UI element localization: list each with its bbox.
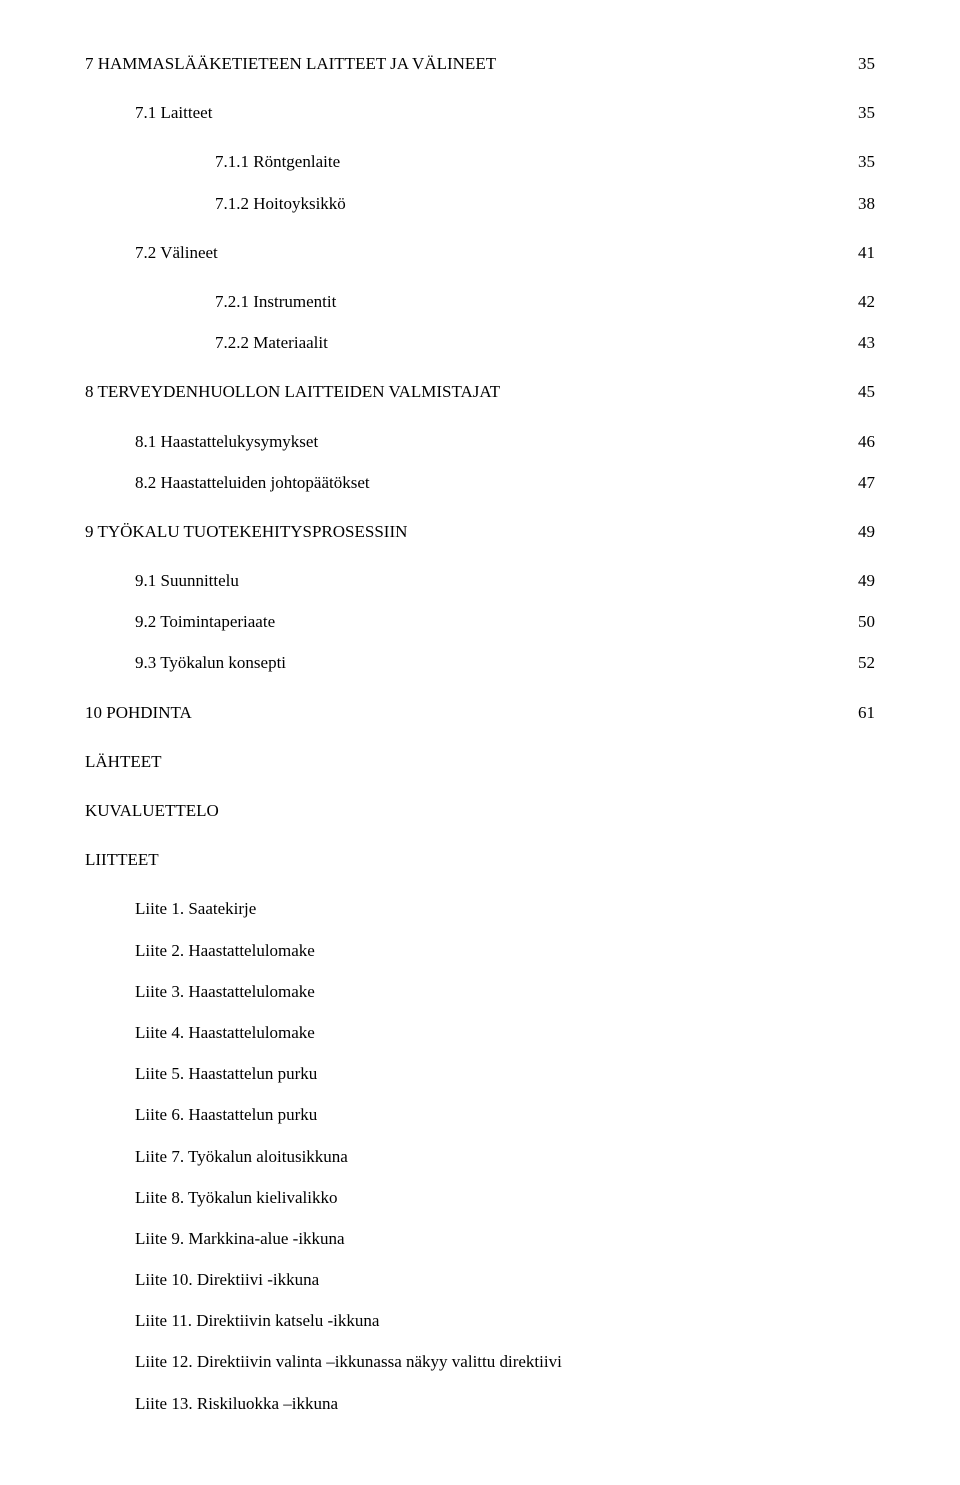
- toc-label: 7.1.1 Röntgenlaite: [215, 148, 825, 175]
- toc-page-number: 35: [845, 50, 875, 77]
- toc-label: 7 HAMMASLÄÄKETIETEEN LAITTEET JA VÄLINEE…: [85, 50, 825, 77]
- toc-page-number: 35: [845, 99, 875, 126]
- toc-page-number: 49: [845, 567, 875, 594]
- toc-row: 9.2 Toimintaperiaate 50: [85, 608, 875, 635]
- appendix-item: Liite 3. Haastattelulomake: [85, 978, 875, 1005]
- toc-page-number: 43: [845, 329, 875, 356]
- toc-label: 7.2 Välineet: [135, 239, 825, 266]
- section-heading: LÄHTEET: [85, 748, 875, 775]
- toc-row: 7.1 Laitteet 35: [85, 99, 875, 126]
- toc-row: 10 POHDINTA 61: [85, 699, 875, 726]
- appendix-list: Liite 1. Saatekirje Liite 2. Haastattelul…: [85, 895, 875, 1416]
- toc-page-number: 41: [845, 239, 875, 266]
- toc-label: 9 TYÖKALU TUOTEKEHITYSPROSESSIIN: [85, 518, 825, 545]
- appendix-item: Liite 10. Direktiivi -ikkuna: [85, 1266, 875, 1293]
- toc-row: 9.1 Suunnittelu 49: [85, 567, 875, 594]
- appendix-item: Liite 1. Saatekirje: [85, 895, 875, 922]
- toc-row: 8 TERVEYDENHUOLLON LAITTEIDEN VALMISTAJA…: [85, 378, 875, 405]
- toc-label: 9.3 Työkalun konsepti: [135, 649, 825, 676]
- toc-page-number: 38: [845, 190, 875, 217]
- toc-row: 7.2.2 Materiaalit 43: [85, 329, 875, 356]
- toc-label: 8.2 Haastatteluiden johtopäätökset: [135, 469, 825, 496]
- toc-page-number: 49: [845, 518, 875, 545]
- toc-label: 9.1 Suunnittelu: [135, 567, 825, 594]
- appendix-item: Liite 8. Työkalun kielivalikko: [85, 1184, 875, 1211]
- toc-page-number: 45: [845, 378, 875, 405]
- appendix-item: Liite 11. Direktiivin katselu -ikkuna: [85, 1307, 875, 1334]
- toc-label: 7.2.2 Materiaalit: [215, 329, 825, 356]
- toc-page-number: 46: [845, 428, 875, 455]
- toc-page-number: 47: [845, 469, 875, 496]
- toc-row: 9 TYÖKALU TUOTEKEHITYSPROSESSIIN 49: [85, 518, 875, 545]
- toc-row: 7.1.2 Hoitoyksikkö 38: [85, 190, 875, 217]
- toc-page-number: 35: [845, 148, 875, 175]
- toc-label: 8.1 Haastattelukysymykset: [135, 428, 825, 455]
- toc-label: 7.2.1 Instrumentit: [215, 288, 825, 315]
- appendix-item: Liite 4. Haastattelulomake: [85, 1019, 875, 1046]
- toc-label: 8 TERVEYDENHUOLLON LAITTEIDEN VALMISTAJA…: [85, 378, 825, 405]
- toc-row: 7.2 Välineet 41: [85, 239, 875, 266]
- plain-headings: LÄHTEET KUVALUETTELO LIITTEET: [85, 748, 875, 874]
- toc-label: 9.2 Toimintaperiaate: [135, 608, 825, 635]
- toc-row: 7 HAMMASLÄÄKETIETEEN LAITTEET JA VÄLINEE…: [85, 50, 875, 77]
- section-heading: KUVALUETTELO: [85, 797, 875, 824]
- toc-row: 9.3 Työkalun konsepti 52: [85, 649, 875, 676]
- section-heading: LIITTEET: [85, 846, 875, 873]
- toc-label: 7.1 Laitteet: [135, 99, 825, 126]
- appendix-item: Liite 13. Riskiluokka –ikkuna: [85, 1390, 875, 1417]
- appendix-item: Liite 9. Markkina-alue -ikkuna: [85, 1225, 875, 1252]
- table-of-contents: 7 HAMMASLÄÄKETIETEEN LAITTEET JA VÄLINEE…: [85, 50, 875, 726]
- appendix-item: Liite 7. Työkalun aloitusikkuna: [85, 1143, 875, 1170]
- toc-row: 8.2 Haastatteluiden johtopäätökset 47: [85, 469, 875, 496]
- appendix-item: Liite 6. Haastattelun purku: [85, 1101, 875, 1128]
- appendix-item: Liite 2. Haastattelulomake: [85, 937, 875, 964]
- toc-label: 7.1.2 Hoitoyksikkö: [215, 190, 825, 217]
- toc-row: 8.1 Haastattelukysymykset 46: [85, 428, 875, 455]
- toc-row: 7.1.1 Röntgenlaite 35: [85, 148, 875, 175]
- appendix-item: Liite 5. Haastattelun purku: [85, 1060, 875, 1087]
- toc-page-number: 61: [845, 699, 875, 726]
- toc-page-number: 50: [845, 608, 875, 635]
- toc-page-number: 42: [845, 288, 875, 315]
- toc-page-number: 52: [845, 649, 875, 676]
- toc-label: 10 POHDINTA: [85, 699, 825, 726]
- appendix-item: Liite 12. Direktiivin valinta –ikkunassa…: [85, 1348, 875, 1375]
- toc-row: 7.2.1 Instrumentit 42: [85, 288, 875, 315]
